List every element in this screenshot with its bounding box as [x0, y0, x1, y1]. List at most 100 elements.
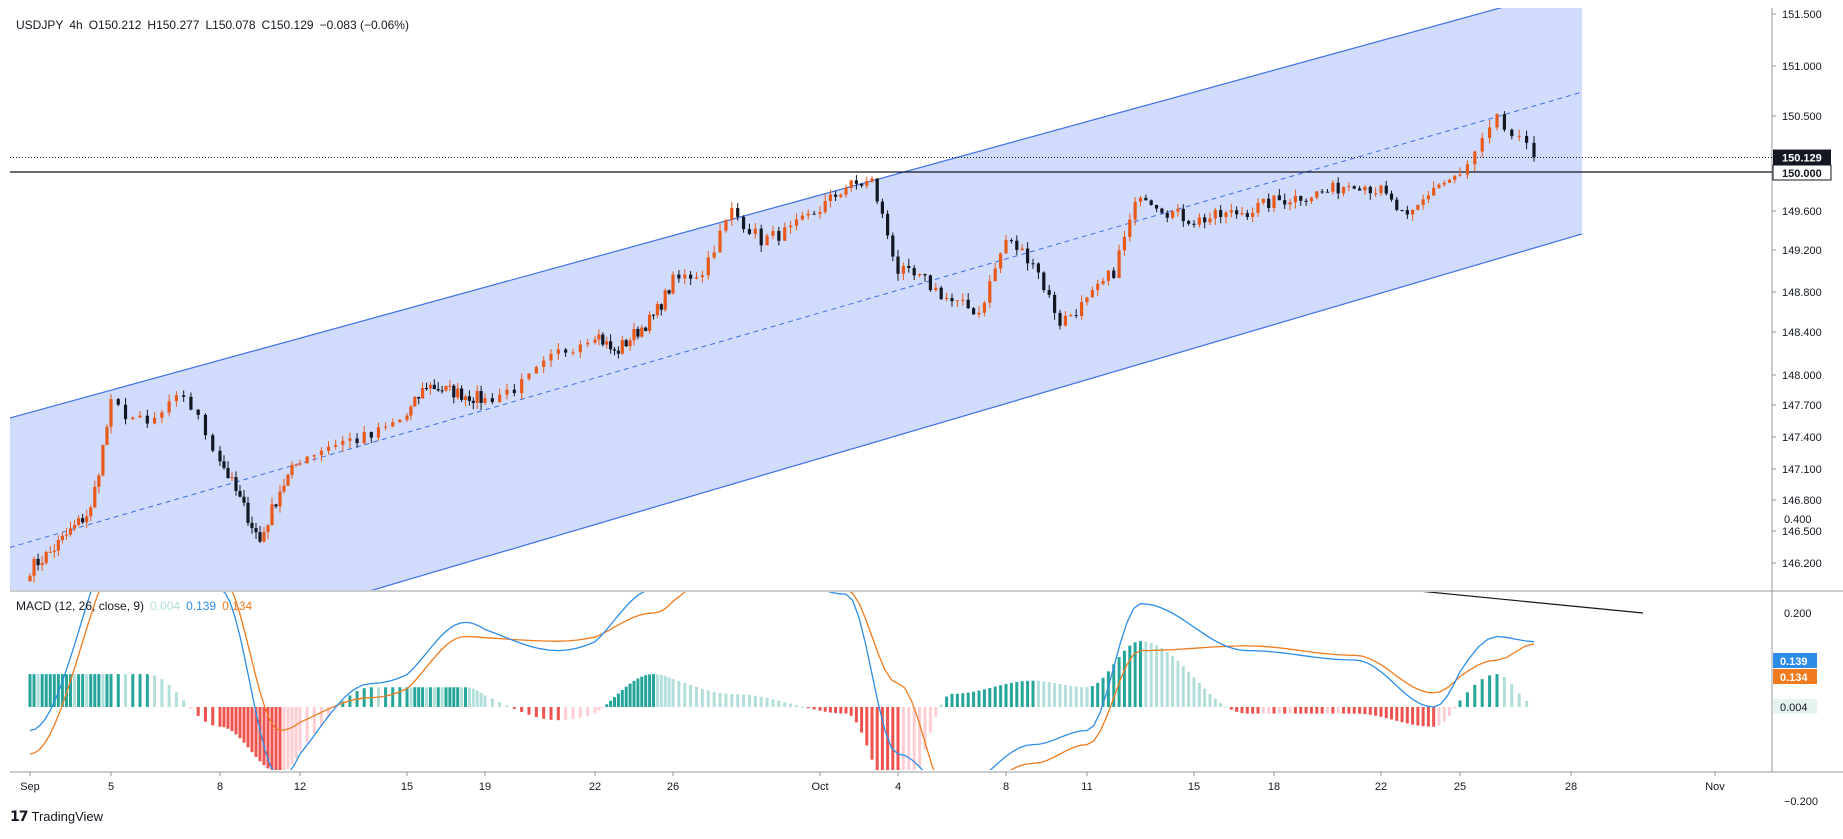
- channel-lower-line: [370, 233, 1583, 590]
- macd-signal-value: 0.134: [222, 599, 253, 613]
- macd-histogram-bar: [1085, 687, 1089, 707]
- symbol-name[interactable]: USDJPY: [16, 18, 64, 32]
- macd-histogram-bar: [896, 707, 900, 770]
- candle: [844, 187, 848, 195]
- candle: [1299, 195, 1303, 201]
- candle: [72, 524, 77, 529]
- macd-histogram-bar: [1432, 707, 1436, 727]
- macd-histogram-bar: [1405, 707, 1409, 724]
- macd-histogram-bar: [1015, 681, 1019, 707]
- candle: [736, 208, 740, 217]
- candle: [1293, 195, 1297, 203]
- macd-histogram-bar: [880, 707, 884, 770]
- macd-histogram-bar: [1384, 707, 1388, 719]
- candle: [1192, 223, 1196, 225]
- macd-histogram-bar: [706, 690, 710, 707]
- level-badge: [1772, 164, 1832, 181]
- macd-histogram-bar: [1026, 680, 1030, 707]
- candle: [32, 558, 36, 576]
- open-value: O150.212: [88, 18, 142, 32]
- candle: [270, 504, 274, 526]
- candle: [1411, 209, 1415, 215]
- time-tick-label: 18: [1268, 781, 1280, 793]
- macd-histogram-bar: [844, 707, 848, 714]
- macd-histogram-bar: [274, 707, 278, 770]
- candle: [355, 438, 359, 444]
- candle: [1384, 185, 1388, 194]
- macd-label[interactable]: MACD (12, 26, close, 9): [16, 599, 145, 613]
- macd-histogram-bar: [28, 674, 32, 707]
- candle: [460, 388, 464, 400]
- candle: [597, 334, 601, 340]
- macd-histogram-bar: [860, 707, 864, 733]
- candle: [60, 535, 64, 541]
- macd-tick-label: 0.200: [1784, 608, 1812, 620]
- macd-histogram-bar: [145, 674, 149, 707]
- candle: [605, 341, 609, 345]
- candle: [834, 194, 838, 197]
- channel-upper-line: [10, 8, 1503, 419]
- candle: [85, 516, 89, 523]
- macd-histogram-bar: [464, 687, 467, 707]
- macd-histogram-bar: [1058, 683, 1062, 707]
- candle: [456, 388, 460, 398]
- candle: [1358, 188, 1362, 191]
- macd-histogram-bar: [290, 707, 294, 765]
- macd-histogram-bar: [918, 707, 922, 768]
- candle: [912, 267, 916, 276]
- tradingview-logo[interactable]: 𝟭𝟳 TradingView: [10, 808, 103, 825]
- price-tick-label: 151.000: [1782, 61, 1822, 73]
- candle: [116, 399, 120, 405]
- candle: [1368, 186, 1372, 194]
- macd-histogram-bar: [467, 687, 471, 707]
- candle: [1251, 212, 1255, 217]
- interval[interactable]: 4h: [69, 18, 83, 32]
- macd-histogram-bar: [93, 674, 97, 707]
- macd-histogram-bar: [652, 674, 655, 707]
- candle: [1229, 210, 1233, 213]
- candle: [1320, 191, 1324, 193]
- macd-histogram-bar: [549, 707, 553, 720]
- divergence-trendline: [1422, 592, 1644, 614]
- candle: [93, 486, 97, 508]
- price-tick-label: 148.000: [1782, 370, 1822, 382]
- candle: [498, 394, 502, 402]
- macd-histogram-bar: [1047, 682, 1051, 707]
- candle: [1437, 184, 1441, 188]
- macd-histogram-bar: [800, 706, 804, 708]
- candle: [246, 502, 250, 523]
- candle: [1315, 191, 1319, 198]
- macd-histogram-bar: [663, 675, 667, 707]
- macd-histogram-bar: [1326, 707, 1329, 714]
- macd-histogram-bar: [1197, 683, 1201, 707]
- candle: [689, 274, 693, 279]
- candle: [655, 304, 659, 316]
- macd-histogram-bar: [36, 674, 40, 707]
- candle: [398, 419, 402, 423]
- macd-histogram-bar: [1272, 707, 1276, 714]
- candle: [789, 225, 793, 228]
- macd-histogram-bar: [632, 680, 636, 707]
- candle: [312, 455, 316, 457]
- candle: [348, 438, 352, 441]
- candle: [278, 491, 282, 507]
- macd-histogram-bar: [73, 674, 77, 707]
- macd-histogram-bar: [432, 687, 436, 707]
- candle: [56, 540, 60, 551]
- candle: [961, 299, 965, 301]
- macd-histogram-bar: [1288, 707, 1292, 714]
- macd-histogram-bar: [417, 687, 421, 707]
- macd-histogram-bar: [1416, 707, 1420, 726]
- candle: [109, 399, 113, 427]
- candle: [849, 180, 853, 188]
- candle: [1015, 240, 1019, 250]
- macd-histogram-bar: [1069, 685, 1073, 707]
- candle: [1458, 174, 1462, 176]
- macd-histogram-bar: [644, 675, 648, 707]
- macd-histogram-bar: [246, 707, 250, 748]
- macd-histogram-bar: [616, 693, 620, 707]
- macd-signal-line: [29, 592, 1535, 770]
- candle: [167, 401, 171, 413]
